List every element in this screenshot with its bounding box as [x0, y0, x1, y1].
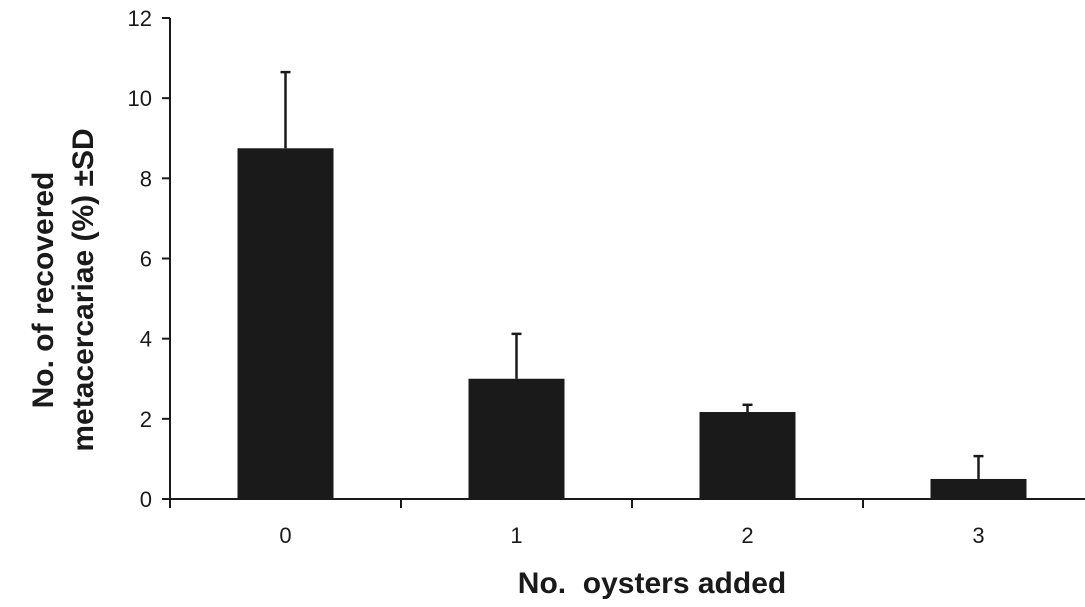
y-tick-label: 10 — [128, 86, 152, 111]
bar — [468, 378, 565, 499]
y-axis-title: No. of recovered metacercariae (%) ±SD — [27, 128, 100, 451]
y-tick-label: 4 — [140, 327, 152, 352]
y-tick-label: 8 — [140, 166, 152, 191]
y-tick-label: 12 — [128, 6, 152, 31]
y-tick-label: 2 — [140, 407, 152, 432]
bar — [699, 412, 796, 499]
x-axis-title: No. oysters added — [518, 567, 786, 600]
x-tick-label: 2 — [741, 523, 753, 548]
y-tick-label: 6 — [140, 247, 152, 272]
y-axis-title-line-1: No. of recovered — [27, 172, 60, 409]
x-tick-label: 1 — [510, 523, 522, 548]
y-tick-label: 0 — [140, 487, 152, 512]
x-tick-label: 3 — [972, 523, 984, 548]
bar — [930, 478, 1027, 499]
x-tick-label: 0 — [279, 523, 291, 548]
y-axis-title-line-2: metacercariae (%) ±SD — [67, 128, 100, 451]
bar — [237, 148, 334, 500]
